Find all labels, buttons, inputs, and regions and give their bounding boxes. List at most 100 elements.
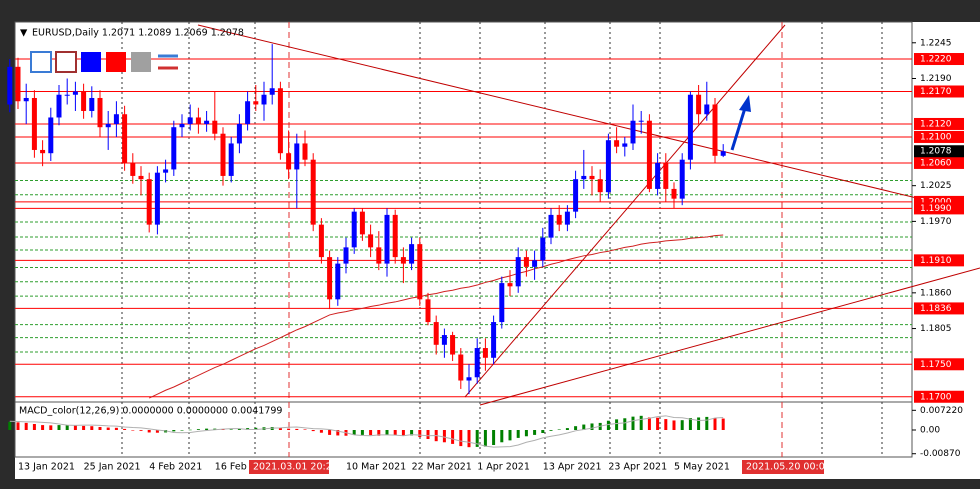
candle-body — [441, 335, 447, 345]
macd-bar — [393, 430, 397, 436]
macd-bar — [139, 430, 143, 431]
level-tag — [914, 85, 964, 98]
macd-bar — [410, 430, 414, 436]
macd-bar — [377, 430, 381, 436]
candle-body — [630, 120, 636, 144]
candle-body — [277, 88, 283, 154]
candle-body — [425, 299, 431, 323]
macd-bar — [196, 429, 200, 430]
x-tick-label: 1 Apr 2021 — [477, 462, 530, 473]
crosshair-lines — [288, 22, 783, 457]
candle-body — [261, 94, 267, 105]
level-label: 1.2170 — [920, 87, 952, 97]
candle-body — [351, 211, 357, 248]
candle-body — [204, 120, 210, 124]
candle-body — [40, 149, 46, 154]
x-tick-label: 22 Mar 2021 — [412, 462, 472, 473]
candle-body — [614, 140, 620, 147]
level-label: 1.2120 — [920, 119, 952, 129]
x-tick-label: 13 Apr 2021 — [543, 462, 602, 473]
tool-button[interactable] — [81, 52, 101, 72]
macd-bar — [467, 430, 471, 448]
chart-title: EURUSD,Daily 1.2071 1.2089 1.2069 1.2078 — [32, 28, 244, 39]
candle-body — [540, 237, 546, 261]
toolbar — [30, 51, 178, 73]
candle-body — [245, 101, 251, 124]
macd-bar — [721, 418, 725, 430]
level-label: 1.1836 — [920, 304, 952, 314]
macd-bar — [664, 419, 668, 430]
trend-lines — [197, 24, 980, 406]
macd-bar — [582, 424, 586, 430]
macd-bar — [385, 430, 389, 435]
macd-bar — [680, 420, 684, 430]
macd-bar — [459, 430, 463, 447]
candle-body — [515, 257, 521, 287]
candle-body — [679, 159, 685, 199]
level-tag — [914, 117, 964, 130]
macd-bar — [65, 425, 69, 430]
tool-button[interactable] — [30, 51, 52, 73]
macd-bar — [418, 430, 422, 438]
x-tick-label: 23 Apr 2021 — [608, 462, 667, 473]
candle-body — [392, 214, 398, 258]
y-tick-label: 1.1970 — [920, 217, 952, 227]
macd-bar — [401, 430, 405, 436]
candle-body — [368, 234, 374, 248]
candle-body — [696, 94, 702, 115]
macd-bar — [180, 430, 184, 431]
x-tick-label: 5 May 2021 — [674, 462, 730, 473]
collapse-icon[interactable]: ▼ — [20, 28, 28, 39]
candle-body — [638, 120, 644, 122]
macd-bar — [483, 430, 487, 447]
candle-body — [146, 179, 152, 225]
candle-body — [23, 97, 29, 102]
candle-body — [56, 94, 62, 118]
level-tag — [914, 53, 964, 66]
macd-bar — [82, 425, 86, 430]
chart-background — [15, 22, 980, 479]
tool-button[interactable] — [106, 52, 126, 72]
macd-bar — [590, 423, 594, 430]
crosshair-tag — [742, 460, 824, 474]
candle-body — [195, 117, 201, 124]
moving-average — [148, 234, 724, 399]
candle-body — [573, 179, 579, 212]
macd-bar — [442, 430, 446, 443]
macd-bar — [8, 421, 12, 430]
candle-body — [72, 91, 78, 95]
macd-bar — [311, 430, 315, 432]
macd-bar — [237, 428, 241, 430]
candle-body — [474, 348, 480, 378]
y-tick-label: -0.00870 — [920, 449, 961, 459]
macd-bar — [688, 418, 692, 430]
level-tag — [914, 156, 964, 169]
y-tick-label: 1.2245 — [920, 38, 952, 48]
macd-bar — [98, 427, 102, 430]
candle-body — [31, 97, 37, 150]
macd-bar — [147, 430, 151, 433]
level-tag — [914, 202, 964, 215]
crosshair-tag — [249, 460, 329, 474]
macd-bar — [32, 424, 36, 430]
tool-button[interactable] — [55, 51, 77, 73]
candle-body — [564, 211, 570, 225]
candle-body — [646, 120, 652, 189]
candle-body — [687, 94, 693, 160]
candle-body — [671, 188, 677, 199]
candle-body — [113, 114, 119, 124]
macd-bar — [49, 425, 53, 430]
level-label: 1.2220 — [920, 55, 952, 65]
macd-bar — [287, 428, 291, 430]
tool-button[interactable] — [131, 52, 151, 72]
level-label: 1.1910 — [920, 256, 952, 266]
candle-body — [359, 211, 365, 235]
candle-body — [720, 151, 726, 156]
candle-body — [89, 97, 95, 111]
y-tick-label: 1.1805 — [920, 324, 952, 334]
candle-body — [302, 143, 308, 160]
macd-bar — [426, 430, 430, 439]
level-tag — [914, 358, 964, 371]
candle-body — [466, 377, 472, 381]
tool-button[interactable] — [158, 54, 178, 70]
